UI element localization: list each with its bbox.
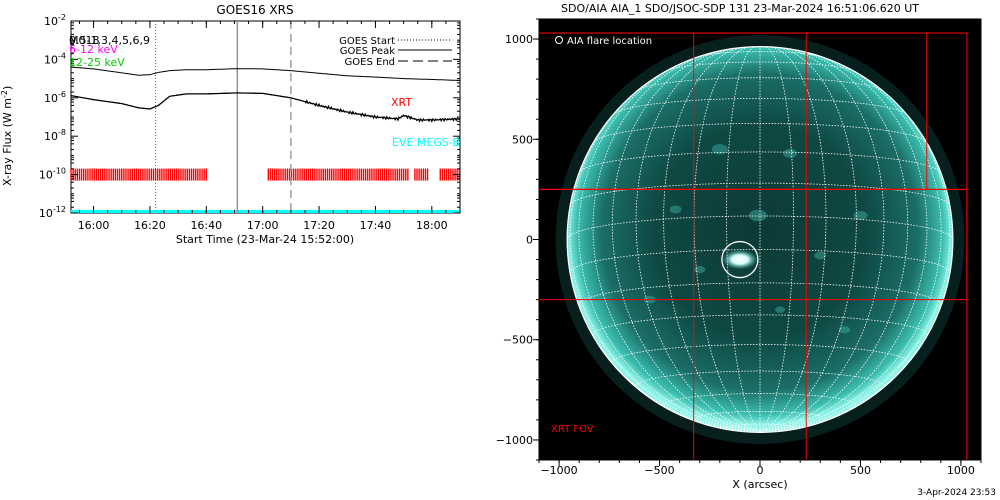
xrt-coverage-segment bbox=[267, 168, 409, 181]
goes-y-tick-label: 10-4 bbox=[44, 51, 66, 66]
goes-y-tick-label: 10-8 bbox=[44, 128, 66, 143]
aia-axes: −1000 −500 0 500 1000 1000 500 0 −500 −1000 bbox=[496, 18, 982, 477]
band-label-0: 0.5-1,3,4,5,6,9 bbox=[69, 34, 150, 47]
aia-y-tick-label: 0 bbox=[526, 234, 533, 247]
longitude-line bbox=[726, 46, 761, 432]
goes-x-tick-label: 18:00 bbox=[416, 219, 448, 232]
longitude-line bbox=[611, 48, 761, 432]
aia-x-tick-label: −500 bbox=[644, 464, 674, 477]
longitude-line bbox=[578, 57, 761, 432]
longitude-line bbox=[759, 46, 794, 432]
longitude-line bbox=[759, 46, 827, 432]
aia-chart-title: SDO/AIA AIA_1 SDO/JSOC-SDP 131 23-Mar-20… bbox=[561, 2, 919, 15]
goes-x-tick-label: 16:00 bbox=[78, 219, 110, 232]
flare-location-legend-label: AIA flare location bbox=[567, 36, 652, 47]
aia-y-tick-label: −500 bbox=[503, 334, 533, 347]
latitude-line bbox=[611, 344, 909, 363]
goes-x-tick-label: 17:00 bbox=[247, 219, 279, 232]
xrt-fov-box bbox=[539, 32, 928, 190]
band-label-overlap: M018 bbox=[69, 34, 100, 47]
aia-chart: SDO/AIA AIA_1 SDO/JSOC-SDP 131 23-Mar-20… bbox=[496, 2, 982, 491]
longitude-line bbox=[635, 48, 761, 432]
latitude-line bbox=[592, 314, 928, 336]
solar-limb bbox=[566, 46, 954, 433]
longitude-line bbox=[569, 81, 761, 432]
legend-goes-end: GOES End bbox=[345, 57, 395, 68]
flare-region bbox=[721, 240, 759, 279]
goes-y-tick-label: 10-12 bbox=[39, 205, 66, 220]
band-label-1: 6-12 keV bbox=[69, 43, 118, 56]
coronal-brightening bbox=[694, 265, 706, 274]
longitude-line bbox=[759, 81, 951, 432]
latitude-line bbox=[569, 182, 951, 206]
goes-axes: 10-12 10-10 10-8 10-6 10-4 10-2 16:00 16:20 16:4… bbox=[39, 13, 461, 232]
legend-goes-peak: GOES Peak bbox=[340, 46, 395, 57]
xrt-coverage-segment bbox=[414, 168, 429, 181]
goes-legend: GOES Start GOES Peak GOES End bbox=[339, 36, 452, 68]
solar-disk bbox=[567, 46, 953, 433]
latitude-line bbox=[635, 370, 885, 387]
aia-x-tick-label: 0 bbox=[757, 464, 764, 477]
aia-y-tick-label: 1000 bbox=[505, 33, 533, 46]
longitude-line bbox=[693, 46, 761, 432]
coronal-brightening bbox=[711, 144, 728, 155]
generation-timestamp: 3-Apr-2024 23:53 bbox=[917, 488, 996, 498]
xrt-annotation: XRT bbox=[391, 96, 412, 109]
aia-axes-frame bbox=[538, 18, 982, 461]
coronal-brightening bbox=[853, 210, 868, 220]
latitude-line bbox=[666, 61, 854, 72]
latitude-line bbox=[637, 77, 883, 91]
active-region-brightenings bbox=[643, 144, 868, 334]
coronal-brightening bbox=[838, 326, 850, 334]
flare-location-circle bbox=[721, 240, 759, 279]
aia-y-tick-label: 500 bbox=[512, 133, 533, 146]
latitude-line bbox=[698, 51, 822, 58]
longitude-line bbox=[759, 57, 942, 432]
eve-annotation: EVE MEGS-B bbox=[392, 136, 460, 149]
goes-chart: GOES16 XRS 10-12 10-10 10-8 10-6 10-4 10-2 16:… bbox=[0, 3, 461, 246]
goes-x-tick-label: 17:20 bbox=[303, 219, 335, 232]
latitude-line bbox=[578, 282, 942, 306]
goes-x-tick-label: 16:40 bbox=[190, 219, 222, 232]
legend-goes-start: GOES Start bbox=[339, 36, 395, 47]
longitude-line bbox=[567, 239, 761, 432]
xrt-coverage-segment bbox=[70, 168, 208, 181]
goes-short-channel-line bbox=[70, 92, 461, 123]
longitude-line bbox=[759, 239, 953, 432]
aia-x-tick-label: 1000 bbox=[947, 464, 975, 477]
goes-y-tick-label: 10-10 bbox=[39, 167, 66, 182]
coronal-brightening bbox=[814, 251, 827, 260]
coronal-brightening bbox=[748, 209, 767, 222]
longitude-line bbox=[759, 48, 909, 432]
goes-y-axis-title: X-ray Flux (W m-2) bbox=[0, 86, 14, 186]
aia-x-axis-title: X (arcsec) bbox=[732, 478, 787, 491]
band-label-2: 12-25 keV bbox=[69, 56, 125, 69]
goes-long-channel-line bbox=[70, 66, 461, 81]
flare-brightening bbox=[721, 249, 758, 270]
flare-location-legend-symbol bbox=[555, 36, 563, 44]
aia-x-tick-label: −1000 bbox=[540, 464, 577, 477]
longitude-line bbox=[759, 48, 885, 432]
goes-y-tick-label: 10-6 bbox=[44, 90, 66, 105]
goes-x-tick-label: 17:40 bbox=[360, 219, 392, 232]
goes-chart-title: GOES16 XRS bbox=[216, 3, 293, 17]
goes-x-axis-title: Start Time (23-Mar-24 15:52:00) bbox=[176, 233, 354, 246]
coronal-brightening bbox=[775, 306, 786, 313]
coronal-brightening bbox=[783, 148, 798, 158]
goes-x-tick-label: 16:20 bbox=[134, 219, 166, 232]
aia-y-tick-label: −1000 bbox=[496, 434, 533, 447]
aia-x-tick-label: 500 bbox=[850, 464, 871, 477]
longitude-line bbox=[663, 46, 761, 432]
xrt-fov-label: XRT FOV bbox=[551, 424, 594, 435]
goes-y-tick-label: 10-2 bbox=[44, 13, 66, 28]
coronal-brightening bbox=[669, 205, 682, 214]
